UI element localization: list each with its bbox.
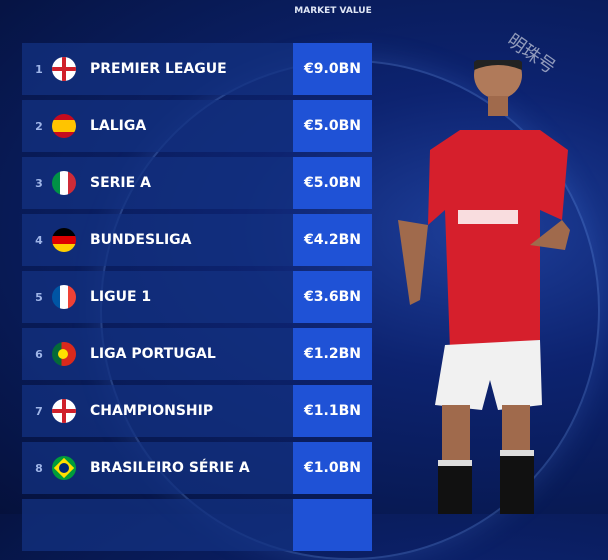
league-row-partial [22, 499, 293, 551]
market-value: €1.1BN [293, 385, 372, 437]
rank: 8 [35, 461, 43, 475]
rank: 7 [35, 404, 43, 418]
rank: 1 [35, 62, 43, 76]
england-flag-icon [52, 399, 76, 423]
market-value: €1.2BN [293, 328, 372, 380]
england-flag-icon [52, 57, 76, 81]
italy-flag-icon [52, 171, 76, 195]
france-flag-icon [52, 285, 76, 309]
brazil-flag-icon [52, 456, 76, 480]
market-value-header: MARKET VALUE [294, 6, 372, 16]
portugal-flag-icon [52, 342, 76, 366]
germany-flag-icon [52, 228, 76, 252]
rank: 6 [35, 347, 43, 361]
league-name: PREMIER LEAGUE [90, 61, 227, 77]
league-row: 4 BUNDESLIGA [22, 214, 293, 266]
market-value: €3.6BN [293, 271, 372, 323]
rank: 3 [35, 176, 43, 190]
market-value: €1.0BN [293, 442, 372, 494]
league-name: LALIGA [90, 118, 147, 134]
league-name: BUNDESLIGA [90, 232, 192, 248]
market-value: €5.0BN [293, 100, 372, 152]
league-name: BRASILEIRO SÉRIE A [90, 460, 250, 476]
league-row: 3 SERIE A [22, 157, 293, 209]
league-row: 5 LIGUE 1 [22, 271, 293, 323]
league-row: 1 PREMIER LEAGUE [22, 43, 293, 95]
market-value: €9.0BN [293, 43, 372, 95]
player-image [398, 60, 570, 514]
rank: 5 [35, 290, 43, 304]
rank: 4 [35, 233, 43, 247]
market-value: €4.2BN [293, 214, 372, 266]
league-row: 8 BRASILEIRO SÉRIE A [22, 442, 293, 494]
league-name: SERIE A [90, 175, 151, 191]
league-name: LIGA PORTUGAL [90, 346, 216, 362]
league-row: 6 LIGA PORTUGAL [22, 328, 293, 380]
market-value: €5.0BN [293, 157, 372, 209]
rank: 2 [35, 119, 43, 133]
spain-flag-icon [52, 114, 76, 138]
league-name: CHAMPIONSHIP [90, 403, 214, 419]
league-row: 7 CHAMPIONSHIP [22, 385, 293, 437]
market-value-partial [293, 499, 372, 551]
league-row: 2 LALIGA [22, 100, 293, 152]
league-name: LIGUE 1 [90, 289, 152, 305]
